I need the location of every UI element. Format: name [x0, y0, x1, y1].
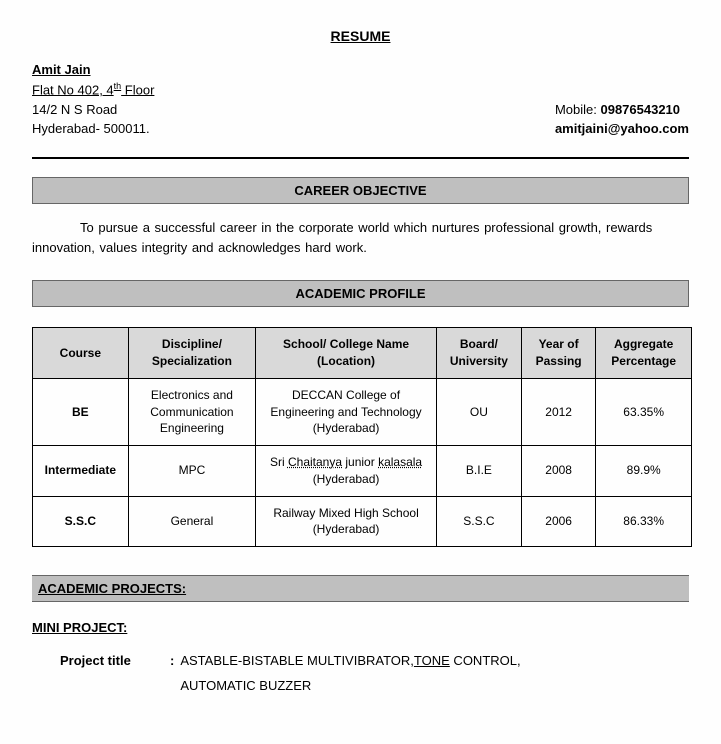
table-row: S.S.C General Railway Mixed High School …: [33, 496, 692, 547]
project-value-1a: ASTABLE-BISTABLE MULTIVIBRATOR,: [180, 653, 414, 668]
th-discipline: Discipline/ Specialization: [128, 328, 256, 379]
project-value: ASTABLE-BISTABLE MULTIVIBRATOR,TONE CONT…: [180, 649, 520, 698]
cell-school: Railway Mixed High School (Hyderabad): [256, 496, 437, 547]
address-line-2: 14/2 N S Road: [32, 100, 154, 120]
cell-course: S.S.C: [33, 496, 129, 547]
section-career-objective: CAREER OBJECTIVE: [32, 177, 689, 204]
th-year: Year of Passing: [521, 328, 595, 379]
contact-block: Mobile: 09876543210 amitjaini@yahoo.com: [555, 100, 689, 139]
table-row: BE Electronics and Communication Enginee…: [33, 378, 692, 445]
address-flat-post: Floor: [121, 82, 154, 97]
th-board: Board/ University: [436, 328, 521, 379]
cell-school: Sri Chaitanya junior kalasala (Hyderabad…: [256, 446, 437, 497]
project-colon: :: [170, 649, 174, 698]
cell-year: 2012: [521, 378, 595, 445]
th-school: School/ College Name (Location): [256, 328, 437, 379]
school-mid: junior: [342, 455, 378, 469]
table-row: Intermediate MPC Sri Chaitanya junior ka…: [33, 446, 692, 497]
cell-discipline: Electronics and Communication Engineerin…: [128, 378, 256, 445]
cell-course: Intermediate: [33, 446, 129, 497]
cell-discipline: MPC: [128, 446, 256, 497]
cell-board: B.I.E: [436, 446, 521, 497]
cell-year: 2008: [521, 446, 595, 497]
address-flat-pre: Flat No 402, 4: [32, 82, 114, 97]
cell-discipline: General: [128, 496, 256, 547]
divider: [32, 157, 689, 159]
address-line-3: Hyderabad- 500011.: [32, 119, 154, 139]
project-value-2: AUTOMATIC BUZZER: [180, 678, 311, 693]
school-u2: kalasala: [378, 455, 422, 469]
project-value-1c: CONTROL,: [450, 653, 521, 668]
school-u1: Chaitanya: [288, 455, 342, 469]
cell-aggregate: 86.33%: [596, 496, 692, 547]
th-aggregate: Aggregate Percentage: [596, 328, 692, 379]
mobile-label: Mobile:: [555, 102, 601, 117]
th-course: Course: [33, 328, 129, 379]
address-line-1: Flat No 402, 4th Floor: [32, 80, 154, 100]
mini-project-heading: MINI PROJECT:: [32, 620, 689, 635]
document-title: RESUME: [32, 28, 689, 44]
section-academic-projects: ACADEMIC PROJECTS:: [32, 575, 689, 602]
academic-table: Course Discipline/ Specialization School…: [32, 327, 692, 547]
mobile-line: Mobile: 09876543210: [555, 100, 689, 120]
header-block: Flat No 402, 4th Floor 14/2 N S Road Hyd…: [32, 80, 689, 139]
cell-board: OU: [436, 378, 521, 445]
cell-year: 2006: [521, 496, 595, 547]
email-line: amitjaini@yahoo.com: [555, 119, 689, 139]
cell-board: S.S.C: [436, 496, 521, 547]
cell-course: BE: [33, 378, 129, 445]
section-academic-profile: ACADEMIC PROFILE: [32, 280, 689, 307]
project-value-1b: TONE: [414, 653, 450, 668]
cell-aggregate: 89.9%: [596, 446, 692, 497]
applicant-name: Amit Jain: [32, 62, 689, 77]
table-header-row: Course Discipline/ Specialization School…: [33, 328, 692, 379]
cell-school: DECCAN College of Engineering and Techno…: [256, 378, 437, 445]
address-block: Flat No 402, 4th Floor 14/2 N S Road Hyd…: [32, 80, 154, 139]
school-pre: Sri: [270, 455, 288, 469]
mobile-value: 09876543210: [600, 102, 680, 117]
school-post: (Hyderabad): [313, 472, 380, 486]
objective-text: To pursue a successful career in the cor…: [32, 218, 689, 258]
project-title-row: Project title : ASTABLE-BISTABLE MULTIVI…: [60, 649, 689, 698]
project-label: Project title: [60, 649, 170, 698]
cell-aggregate: 63.35%: [596, 378, 692, 445]
